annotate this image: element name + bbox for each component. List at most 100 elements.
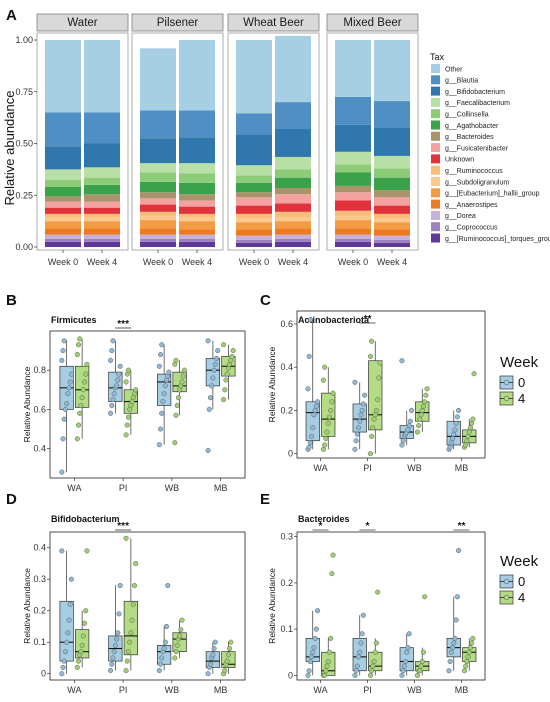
- data-point: [115, 377, 121, 383]
- data-point: [306, 353, 312, 359]
- data-point: [172, 655, 178, 661]
- data-point: [62, 406, 68, 412]
- stacked-bar-segment: [275, 156, 311, 170]
- data-point: [206, 406, 212, 412]
- stacked-bar-segment: [374, 40, 410, 102]
- stacked-bar-segment: [179, 200, 215, 207]
- data-point: [161, 645, 167, 652]
- data-point: [156, 442, 162, 448]
- data-point: [180, 373, 186, 379]
- x-tick-label: MB: [214, 483, 228, 493]
- data-point: [358, 412, 364, 418]
- data-point: [324, 663, 330, 669]
- data-point: [179, 379, 185, 385]
- facet-strip: [227, 13, 320, 32]
- stacked-bar-segment: [374, 222, 410, 230]
- legend-title-tax: Tax: [430, 52, 445, 62]
- data-point: [173, 649, 179, 655]
- x-tick-label: Week 4: [377, 257, 407, 267]
- week-legend-title: Week: [500, 553, 539, 570]
- data-point: [360, 401, 366, 407]
- stacked-bar-segment: [84, 167, 120, 178]
- panel-c-boxplot: C Actinobacteriota Relative Abundance 0 0.2…: [260, 292, 486, 473]
- stacked-bar-segment: [236, 182, 272, 193]
- data-point: [352, 446, 358, 452]
- x-tick-label: PI: [119, 483, 128, 493]
- data-point: [451, 431, 457, 437]
- data-point: [160, 399, 166, 405]
- data-point: [75, 658, 82, 664]
- stacked-bar-segment: [140, 48, 176, 111]
- stacked-bar-segment: [45, 196, 81, 202]
- data-point: [307, 317, 313, 323]
- data-point: [320, 377, 326, 383]
- data-point: [60, 664, 66, 670]
- data-point: [230, 348, 236, 354]
- data-point: [125, 367, 132, 373]
- data-point: [307, 440, 313, 446]
- data-point: [109, 348, 115, 354]
- data-point: [77, 336, 83, 342]
- data-point: [328, 635, 334, 641]
- x-tick-label: Week 4: [182, 257, 212, 267]
- stacked-bar-segment: [374, 213, 410, 219]
- data-point: [111, 391, 117, 397]
- x-tick-label: WB: [165, 685, 180, 695]
- data-point: [64, 400, 70, 407]
- stacked-bar-segment: [236, 222, 272, 230]
- stacked-bar-segment: [84, 177, 120, 185]
- data-point: [371, 658, 377, 665]
- data-point: [128, 630, 134, 636]
- data-point: [352, 672, 358, 678]
- stacked-bar-segment: [335, 234, 371, 239]
- data-point: [79, 395, 85, 401]
- legend-label: g__Bifidobacterium: [445, 89, 505, 96]
- stacked-bar-segment: [45, 238, 81, 242]
- y-tick-label: 0.4: [33, 444, 46, 454]
- data-point: [399, 672, 405, 678]
- y-tick-label: 0: [288, 670, 293, 680]
- stacked-bar-segment: [84, 207, 120, 214]
- data-point: [312, 635, 318, 641]
- week-legend-label: 0: [518, 375, 525, 390]
- data-point: [67, 601, 73, 607]
- stacked-bar-segment: [335, 192, 371, 201]
- legend-label: g__Agathobacter: [445, 123, 499, 130]
- legend-label: g__Subdoligranulum: [445, 179, 509, 186]
- data-point: [212, 639, 218, 645]
- data-point: [80, 387, 86, 393]
- data-point: [323, 436, 329, 442]
- data-point: [124, 422, 130, 428]
- data-point: [419, 407, 425, 413]
- stacked-bar-segment: [335, 151, 371, 165]
- stacked-bar-segment: [374, 101, 410, 128]
- data-point: [205, 671, 211, 677]
- stacked-bar-segment: [140, 138, 176, 164]
- stacked-bar-segment: [236, 192, 272, 198]
- stacked-bar-segment: [140, 172, 176, 182]
- panel-e-plot: Bacteroides Relative Abundance 0 0.1 0.2 0.3 W…: [267, 514, 486, 695]
- data-point: [330, 390, 336, 396]
- stacked-bar-segment: [45, 186, 81, 197]
- data-point: [162, 639, 168, 645]
- data-point: [74, 436, 80, 442]
- stacked-bar-segment: [236, 197, 272, 206]
- plot-title: Bacteroides: [298, 514, 350, 524]
- data-point: [157, 351, 164, 358]
- data-point: [453, 617, 459, 623]
- stacked-bar-segment: [179, 163, 215, 174]
- stacked-bar-segment: [84, 234, 120, 239]
- data-point: [328, 407, 334, 413]
- data-point: [61, 658, 67, 664]
- data-point: [66, 385, 72, 391]
- stacked-bar-segment: [45, 40, 81, 113]
- data-point: [181, 367, 187, 373]
- data-point: [227, 645, 233, 652]
- y-tick-label: 0.1: [33, 637, 46, 647]
- data-point: [116, 611, 122, 617]
- data-point: [403, 658, 409, 665]
- data-point: [125, 414, 132, 420]
- data-point: [174, 642, 180, 648]
- legend-swatch: [431, 143, 440, 153]
- stacked-bar-segment: [374, 235, 410, 240]
